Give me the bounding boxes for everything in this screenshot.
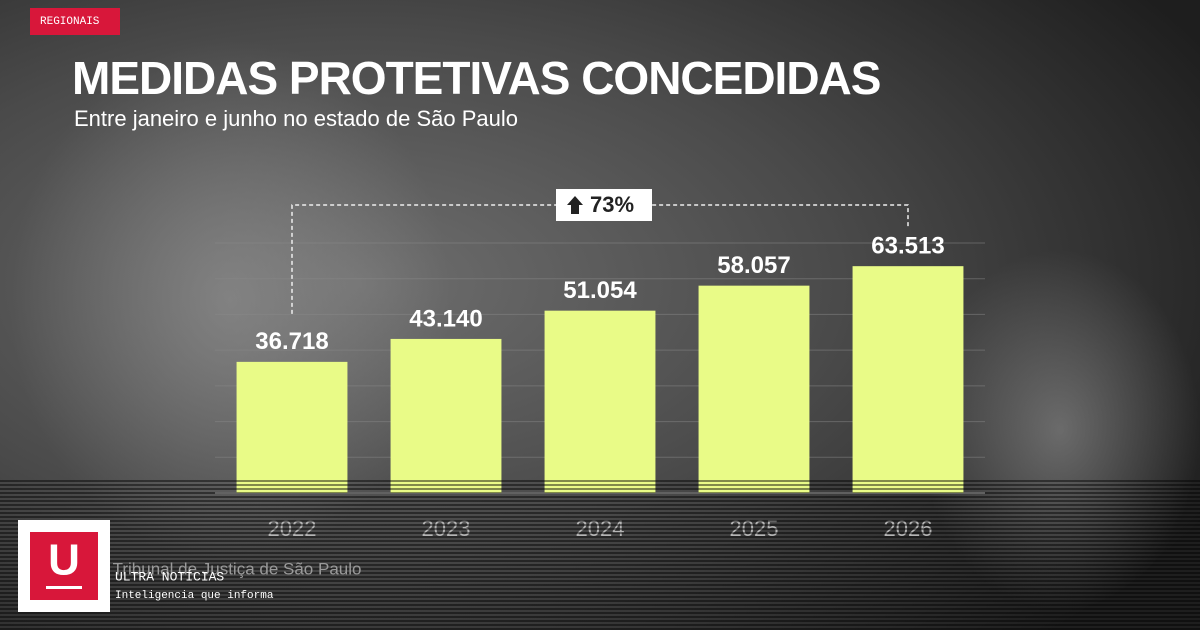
bar: [698, 285, 810, 493]
data-label: 51.054: [563, 277, 637, 304]
badge: [30, 8, 120, 35]
source: Fonte: Tribunal de Justiça de São Paulo: [60, 559, 361, 578]
bar: [390, 338, 502, 493]
brand-tagline: Inteligencia que informa: [115, 590, 274, 602]
data-label: 43.140: [409, 305, 482, 332]
logo-letter: U: [48, 536, 80, 585]
scanline-overlay: [0, 480, 1200, 630]
data-label: 58.057: [717, 252, 790, 279]
chart-title: MEDIDAS PROTETIVAS CONCEDIDAS: [72, 52, 880, 104]
data-label: 63.513: [871, 233, 944, 260]
bar: [544, 310, 656, 493]
chart-subtitle: Entre janeiro e junho no estado de São P…: [74, 106, 518, 131]
badge-text: REGIONAIS: [40, 16, 100, 28]
brand-name: ULTRA NOTÍCIAS: [115, 569, 224, 584]
annotation-arrow: [567, 196, 583, 214]
annotation: 73%: [590, 192, 634, 217]
data-label: 36.718: [255, 328, 328, 355]
bar: [852, 266, 964, 493]
logo-underline: [46, 586, 82, 589]
bar: [236, 361, 348, 493]
